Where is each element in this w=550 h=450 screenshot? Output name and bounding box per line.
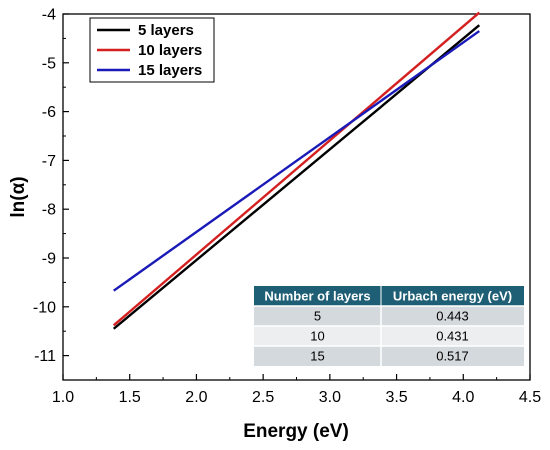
y-tick-label: -9 <box>42 251 56 268</box>
x-tick-labels: 1.0 1.5 2.0 2.5 3.0 3.5 4.0 4.5 <box>52 389 541 406</box>
table-cell: 10 <box>310 329 324 344</box>
y-tick-label: -4 <box>42 7 56 24</box>
x-tick-label: 3.5 <box>385 389 407 406</box>
y-tick-labels: -4 -5 -6 -7 -8 -9 -10 -11 <box>33 7 56 366</box>
x-tick-label: 2.5 <box>252 389 274 406</box>
x-axis-title: Energy (eV) <box>243 421 349 442</box>
table-cell: 15 <box>310 349 324 364</box>
x-tick-label: 4.5 <box>519 389 541 406</box>
table-row <box>254 306 524 326</box>
table-cell: 5 <box>314 309 321 324</box>
table-row <box>254 326 524 346</box>
x-tick-label: 1.5 <box>119 389 141 406</box>
y-tick-label: -6 <box>42 104 56 121</box>
legend-items: 5 layers 10 layers 15 layers <box>97 22 202 79</box>
legend-label: 10 layers <box>138 42 202 59</box>
table-header-cell: Urbach energy (eV) <box>393 289 512 304</box>
legend: 5 layers 10 layers 15 layers <box>89 17 215 83</box>
y-tick-label: -11 <box>34 348 56 365</box>
table-cell: 0.431 <box>436 329 469 344</box>
legend-label: 15 layers <box>138 62 202 79</box>
table-header-cell: Number of layers <box>264 289 370 304</box>
y-axis-title: ln(α) <box>8 176 29 217</box>
table-header-bg <box>254 286 524 306</box>
y-tick-label: -5 <box>42 55 56 72</box>
table-cell: 0.517 <box>436 349 469 364</box>
legend-label: 5 layers <box>138 22 194 39</box>
series-lines <box>112 11 481 330</box>
x-tick-label: 3.0 <box>319 389 341 406</box>
series-line <box>112 11 481 327</box>
series-line <box>113 30 480 292</box>
x-tick-label: 4.0 <box>452 389 474 406</box>
x-tick-label: 2.0 <box>185 389 207 406</box>
y-tick-label: -8 <box>42 202 56 219</box>
x-tick-label: 1.0 <box>52 389 74 406</box>
urbach-energy-table: Number of layers Urbach energy (eV) 5 0.443… <box>254 286 524 366</box>
table-row <box>254 346 524 366</box>
table-cell: 0.443 <box>436 309 469 324</box>
y-tick-label: -10 <box>33 299 56 316</box>
y-tick-label: -7 <box>42 153 56 170</box>
axis-ticks <box>62 13 531 380</box>
